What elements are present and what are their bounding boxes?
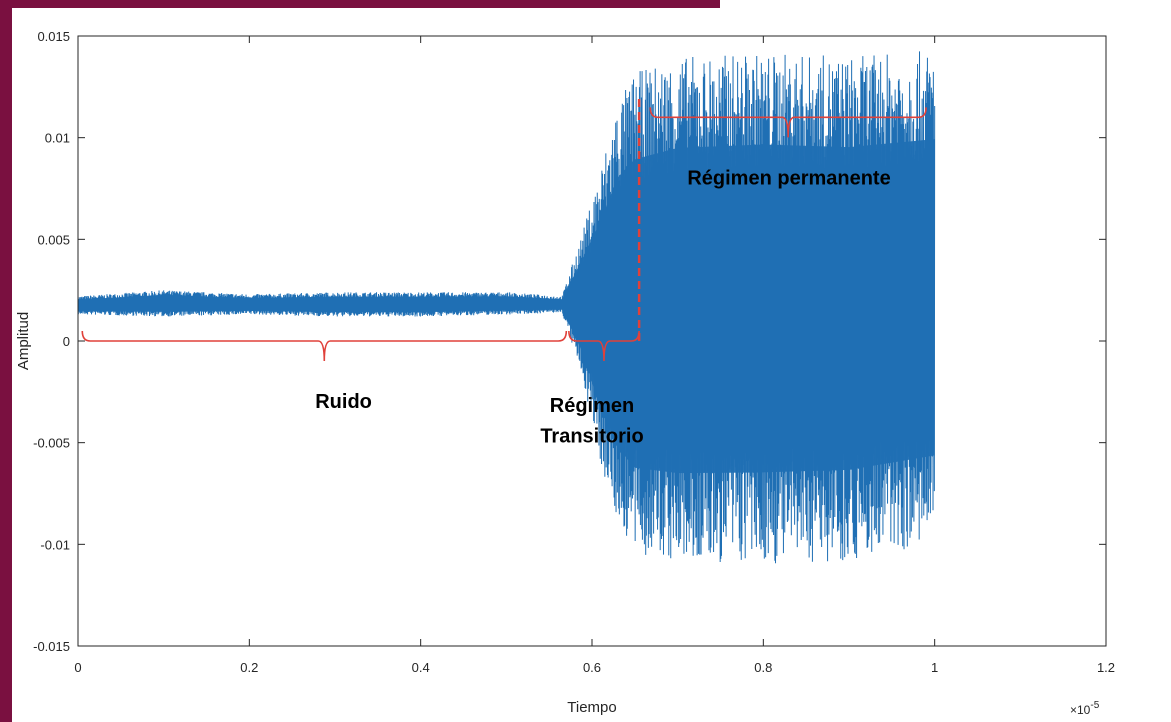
signal-layer xyxy=(77,51,936,564)
y-tick-label: -0.015 xyxy=(33,639,70,654)
brace-layer xyxy=(81,97,927,362)
x-exponent-label: ×10-5 xyxy=(1070,700,1100,717)
y-axis-title: Amplitud xyxy=(15,312,32,370)
y-tick-label: -0.01 xyxy=(40,537,70,552)
x-tick-label: 1 xyxy=(931,660,938,675)
annotation-1: Ruido xyxy=(315,391,372,413)
x-tick-label: 0.2 xyxy=(240,660,258,675)
x-tick-label: 0.4 xyxy=(412,660,430,675)
bracket-2 xyxy=(568,330,640,362)
y-tick-label: -0.005 xyxy=(33,436,70,451)
x-tick-label: 0 xyxy=(74,660,81,675)
bracket-1 xyxy=(81,330,568,362)
x-axis-title: Tiempo xyxy=(567,699,616,716)
y-tick-label: 0.015 xyxy=(37,29,70,44)
signal-line xyxy=(77,51,936,564)
annotation-4: Régimen permanente xyxy=(687,167,890,189)
annotation-2: Régimen xyxy=(550,395,634,417)
tick-layer: 0 0.2 0.4 0.6 0.8 1 1.2 0.015 0.01 0.005 0 -0.005 -0… xyxy=(33,29,1115,675)
frame-top-bar xyxy=(0,0,720,8)
x-exponent-power: -5 xyxy=(1090,700,1099,711)
frame-left-bar xyxy=(0,0,12,722)
bracket-3 xyxy=(649,107,927,138)
x-tick-label: 0.8 xyxy=(754,660,772,675)
annotation-layer: Ruido Régimen Transitorio Régimen permanent… xyxy=(315,167,890,447)
y-tick-label: 0 xyxy=(63,334,70,349)
y-tick-label: 0.005 xyxy=(37,232,70,247)
y-tick-label: 0.01 xyxy=(45,131,70,146)
annotation-3: Transitorio xyxy=(540,426,643,448)
x-tick-label: 1.2 xyxy=(1097,660,1115,675)
x-tick-label: 0.6 xyxy=(583,660,601,675)
x-exponent-base: ×10 xyxy=(1070,703,1091,717)
